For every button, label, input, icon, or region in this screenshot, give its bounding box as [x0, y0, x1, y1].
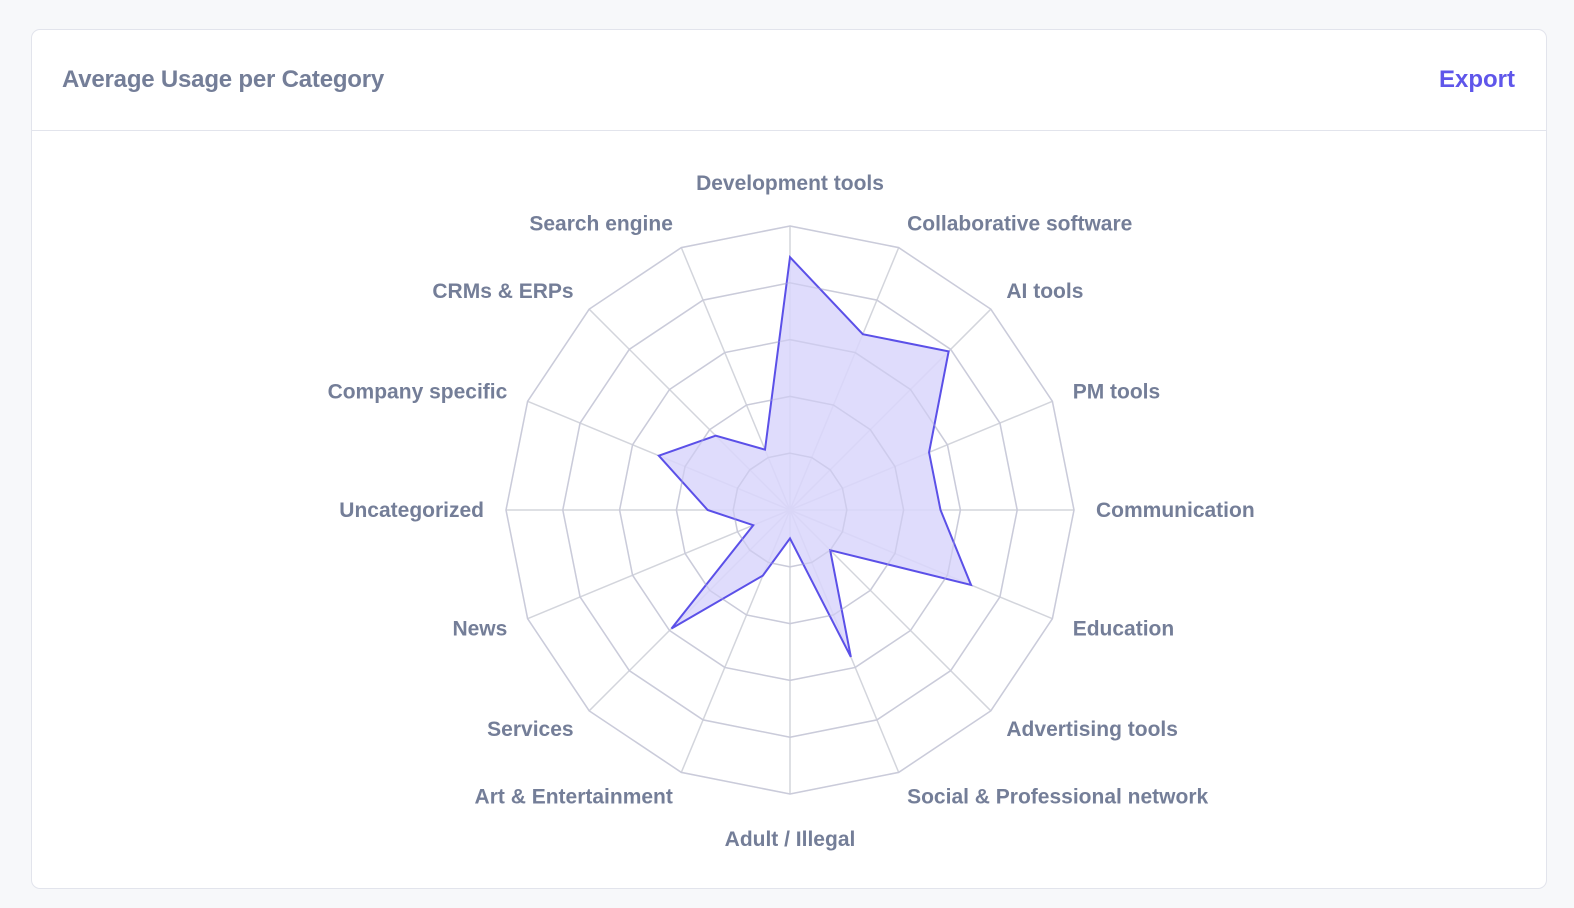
usage-card: Average Usage per Category Export [31, 29, 1547, 889]
card-header: Average Usage per Category Export [32, 30, 1546, 131]
export-button[interactable]: Export [1438, 66, 1515, 93]
card-title: Average Usage per Category [62, 66, 385, 93]
